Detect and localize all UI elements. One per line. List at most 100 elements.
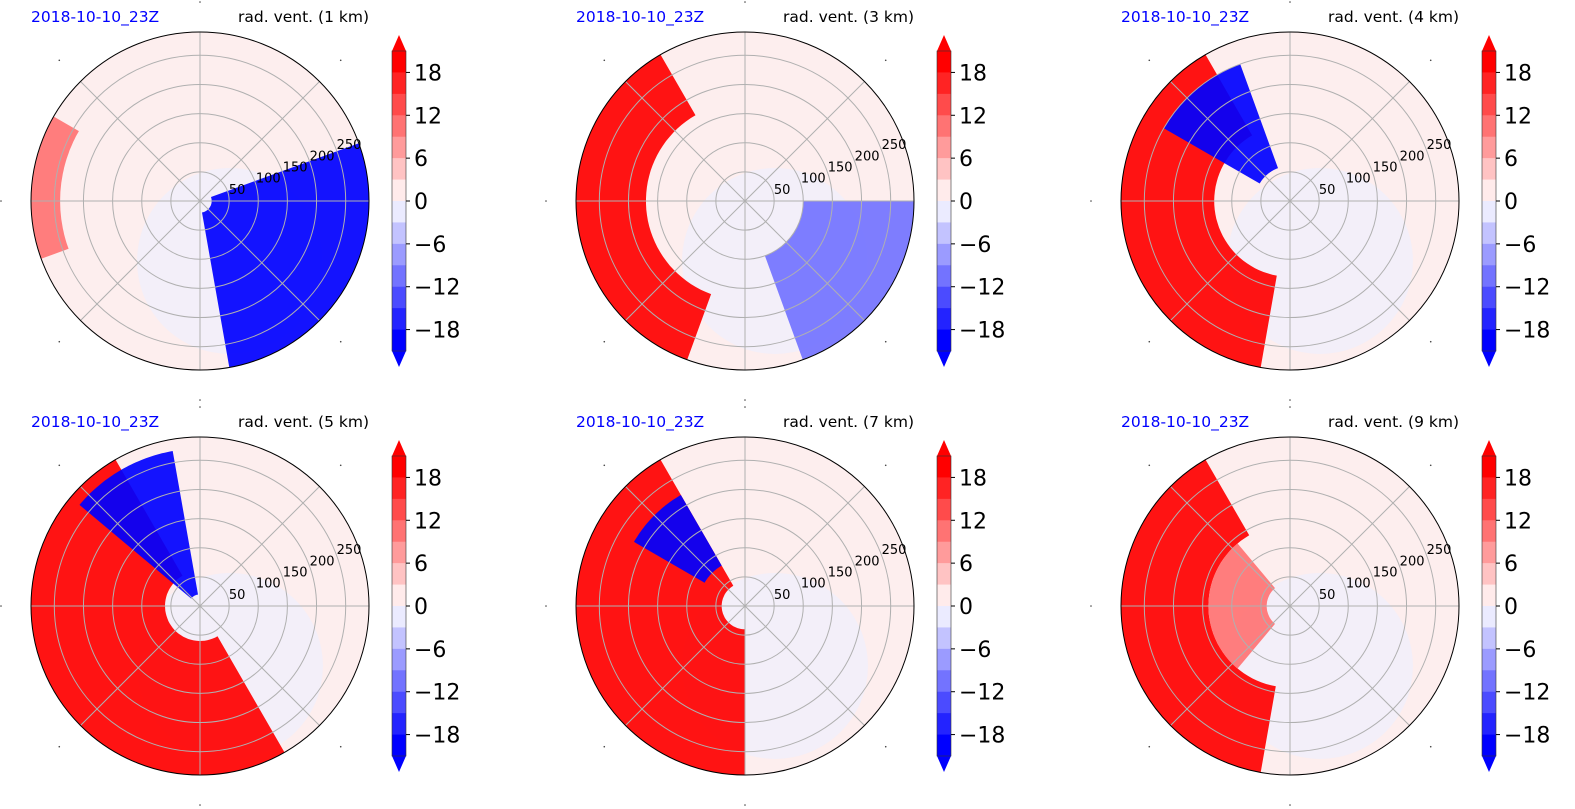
colorbar-level — [1482, 606, 1496, 628]
colorbar-tick-label: 18 — [959, 61, 987, 86]
colorbar-level — [392, 51, 406, 73]
theta-tick-mark — [199, 399, 201, 401]
radial-tick-label: 200 — [310, 149, 335, 164]
colorbar-level — [392, 456, 406, 478]
theta-tick-mark — [744, 804, 746, 806]
radial-tick-label: 50 — [774, 588, 791, 603]
colorbar-tick-label: −6 — [414, 638, 446, 663]
theta-tick-mark — [1148, 464, 1151, 467]
radial-tick-label: 50 — [1319, 588, 1336, 603]
colorbar-level — [937, 51, 951, 73]
colorbar-level — [1482, 584, 1496, 607]
region-positive-0 — [1121, 459, 1276, 773]
colorbar-level — [392, 734, 406, 757]
colorbar-level — [937, 72, 951, 95]
theta-tick-mark — [1429, 59, 1432, 62]
colorbar-level — [392, 265, 406, 288]
colorbar-level — [1482, 648, 1496, 671]
theta-tick-mark — [1148, 340, 1151, 343]
colorbar-extend-min — [1482, 756, 1496, 772]
colorbar-level — [937, 286, 951, 309]
colorbar-level — [937, 265, 951, 288]
radial-tick-label: 50 — [229, 588, 246, 603]
angular-grid-spoke — [199, 200, 320, 321]
radial-tick-label: 200 — [1400, 149, 1425, 164]
colorbar-tick-label: 0 — [414, 595, 428, 620]
radial-tick-label: 250 — [337, 138, 362, 153]
colorbar-level — [937, 648, 951, 671]
colorbar-level — [1482, 51, 1496, 73]
theta-tick-mark — [1289, 804, 1291, 806]
angular-grid-spoke — [80, 200, 201, 321]
colorbar-level — [392, 713, 406, 736]
theta-tick-mark — [1429, 340, 1432, 343]
theta-tick-mark — [603, 340, 606, 343]
colorbar: 18 12 6 0 −6 −12 −18 — [936, 35, 1005, 367]
theta-tick-mark — [339, 745, 342, 748]
colorbar-level — [1482, 222, 1496, 245]
radial-tick-label: 200 — [855, 554, 880, 569]
colorbar-level — [392, 520, 406, 543]
radial-tick-label: 200 — [310, 554, 335, 569]
colorbar-level — [392, 115, 406, 138]
colorbar-tick-label: 0 — [1504, 190, 1518, 215]
radial-tick-label: 100 — [256, 577, 281, 592]
theta-tick-mark — [1148, 745, 1151, 748]
colorbar-level — [937, 93, 951, 116]
colorbar-tick-label: 6 — [1504, 147, 1518, 172]
colorbar-extend-max — [937, 440, 951, 456]
angular-grid-spoke — [80, 486, 201, 607]
colorbar-extend-min — [392, 756, 406, 772]
colorbar-level — [937, 308, 951, 331]
colorbar-tick-label: −12 — [959, 276, 1005, 301]
theta-tick-mark — [1429, 745, 1432, 748]
panel-date-title: 2018-10-10_23Z — [31, 8, 159, 27]
theta-tick-mark — [58, 59, 61, 62]
theta-tick-mark — [603, 59, 606, 62]
radial-tick-label: 250 — [1427, 543, 1452, 558]
radial-tick-label: 250 — [337, 543, 362, 558]
colorbar-level — [937, 670, 951, 693]
colorbar-level — [392, 308, 406, 331]
polar-boundary — [575, 436, 915, 776]
theta-tick-mark — [884, 464, 887, 467]
colorbar-level — [937, 179, 951, 202]
colorbar-level — [392, 498, 406, 521]
angular-grid-spoke — [1170, 200, 1291, 321]
angular-grid-spoke — [625, 200, 746, 321]
colorbar-tick-label: −6 — [1504, 233, 1536, 258]
colorbar-tick-label: 0 — [414, 190, 428, 215]
colorbar-tick-label: 12 — [414, 509, 442, 534]
theta-tick-mark — [339, 464, 342, 467]
colorbar-level — [1482, 541, 1496, 564]
panel-variable-title: rad. vent. (7 km) — [783, 413, 914, 431]
theta-tick-mark — [0, 605, 2, 607]
region-negative-0 — [202, 143, 369, 368]
polar-boundary — [1120, 31, 1460, 371]
colorbar-tick-label: −6 — [959, 233, 991, 258]
theta-tick-mark — [339, 59, 342, 62]
theta-tick-mark — [58, 340, 61, 343]
colorbar-level — [392, 691, 406, 714]
region-negative-1 — [764, 201, 914, 360]
colorbar-tick-label: 12 — [1504, 509, 1532, 534]
colorbar-tick-label: 0 — [959, 595, 973, 620]
colorbar-level — [937, 606, 951, 628]
colorbar-tick-label: 18 — [1504, 466, 1532, 491]
colorbar-tick-label: 0 — [1504, 595, 1518, 620]
theta-tick-mark — [199, 804, 201, 806]
colorbar-level — [1482, 627, 1496, 650]
region-positive-0 — [31, 459, 285, 775]
colorbar-level — [937, 201, 951, 223]
colorbar: 18 12 6 0 −6 −12 −18 — [1481, 440, 1550, 772]
colorbar-level — [1482, 498, 1496, 521]
angular-grid-spoke — [80, 81, 201, 202]
colorbar-level — [1482, 734, 1496, 757]
colorbar-tick-label: 6 — [414, 552, 428, 577]
colorbar-level — [392, 648, 406, 671]
colorbar-tick-label: 18 — [414, 61, 442, 86]
